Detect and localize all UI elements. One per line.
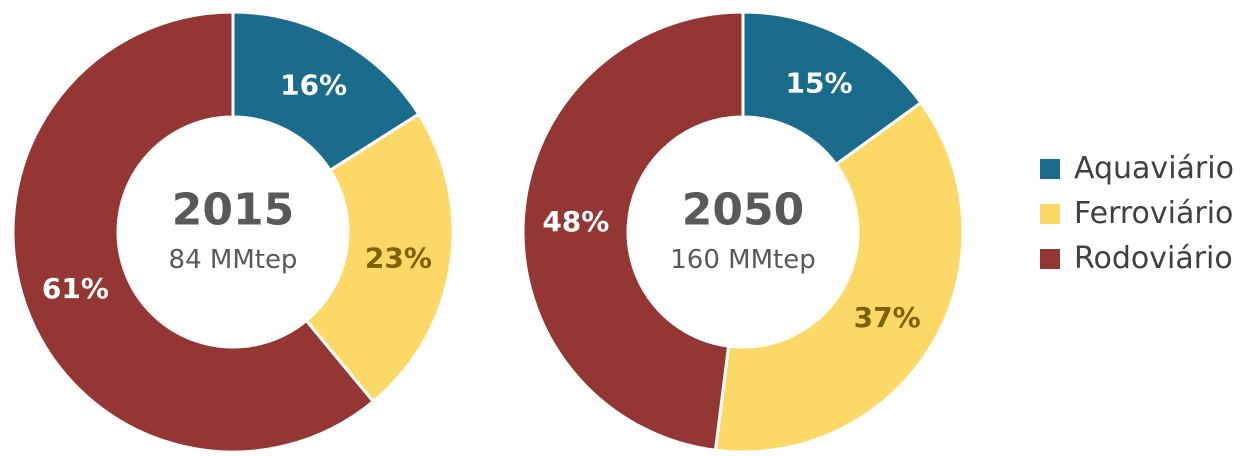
legend-swatch-ferroviario: [1040, 203, 1060, 224]
center-title-2015: 2015: [172, 185, 294, 236]
slice-rodoviario-2050: [521, 10, 745, 452]
legend-swatch-aquaviario: [1040, 158, 1060, 179]
slice-ferroviario-2015: [304, 112, 455, 404]
legend-label-ferroviario: Ferroviário: [1074, 196, 1234, 231]
center-title-2050: 2050: [682, 185, 804, 236]
center-subtitle-2015: 84 MMtep: [169, 245, 298, 275]
data-label-ferroviario-2050: 37%: [854, 301, 921, 334]
legend-label-rodoviario: Rodoviário: [1074, 241, 1233, 276]
slice-ferroviario-2050: [713, 100, 965, 454]
legend: Aquaviário Ferroviário Rodoviário: [1040, 146, 1234, 281]
data-label-aquaviario-2015: 16%: [280, 69, 347, 102]
legend-label-aquaviario: Aquaviário: [1074, 151, 1234, 186]
data-label-rodoviario-2015: 61%: [42, 272, 109, 305]
legend-item-ferroviario: Ferroviário: [1040, 191, 1234, 236]
center-subtitle-2050: 160 MMtep: [670, 245, 815, 275]
legend-item-rodoviario: Rodoviário: [1040, 236, 1234, 281]
donut-chart-2050: 15% 37% 48% 2050 160 MMtep: [521, 10, 965, 454]
data-label-ferroviario-2015: 23%: [365, 242, 432, 275]
data-label-aquaviario-2050: 15%: [786, 66, 853, 99]
legend-item-aquaviario: Aquaviário: [1040, 146, 1234, 191]
slice-rodoviario-2015: [11, 10, 376, 454]
donut-chart-2015: 16% 23% 61% 2015 84 MMtep: [11, 10, 455, 454]
legend-swatch-rodoviario: [1040, 248, 1060, 269]
data-label-rodoviario-2050: 48%: [542, 205, 609, 238]
slice-aquaviario-2015: [231, 10, 421, 173]
